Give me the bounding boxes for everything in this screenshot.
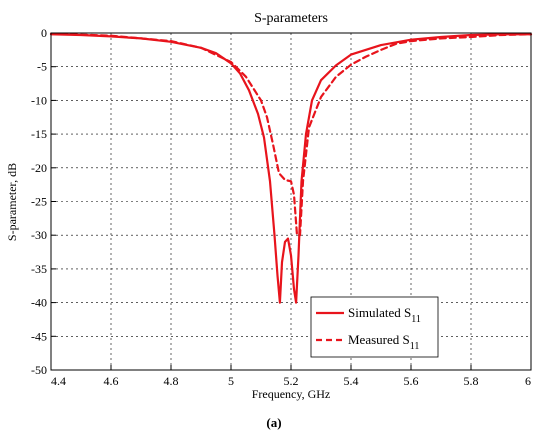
figure-caption: (a) <box>266 415 281 430</box>
y-axis-label: S-parameter, dB <box>5 163 19 241</box>
y-tick-label: -25 <box>31 195 47 209</box>
y-tick-label: -10 <box>31 93 47 107</box>
x-tick-label: 4.4 <box>51 374 66 388</box>
y-tick-label: -20 <box>31 161 47 175</box>
x-tick-label: 6 <box>525 374 531 388</box>
legend: Simulated S11 Measured S11 <box>310 296 439 358</box>
x-tick-label: 5.4 <box>344 374 359 388</box>
y-tick-label: -30 <box>31 228 47 242</box>
y-tick-label: -35 <box>31 262 47 276</box>
y-tick-label: -40 <box>31 296 47 310</box>
x-tick-label: 5.6 <box>404 374 419 388</box>
grid-lines <box>51 33 531 370</box>
y-tick-label: -15 <box>31 127 47 141</box>
x-tick-label: 4.8 <box>164 374 179 388</box>
y-tick-label: -5 <box>37 60 47 74</box>
x-tick-label: 5 <box>228 374 234 388</box>
tick-labels: 4.4 4.6 4.8 5 5.2 5.4 5.6 5.8 6 0 -5 -10 -15 -20 -25 -3… <box>31 26 532 388</box>
x-tick-label: 4.6 <box>104 374 119 388</box>
x-axis-label: Frequency, GHz <box>252 387 331 401</box>
x-tick-label: 5.8 <box>464 374 479 388</box>
y-tick-label: 0 <box>41 26 47 40</box>
legend-label-measured: Measured S11 <box>348 332 419 352</box>
series-layer <box>49 32 533 304</box>
chart-title: S-parameters <box>254 11 328 26</box>
legend-label-simulated: Simulated S11 <box>348 305 421 325</box>
series-line-measured <box>49 32 533 237</box>
y-tick-label: -50 <box>31 363 47 377</box>
legend-box <box>310 296 439 358</box>
y-tick-label: -45 <box>31 329 47 343</box>
x-tick-label: 5.2 <box>284 374 299 388</box>
